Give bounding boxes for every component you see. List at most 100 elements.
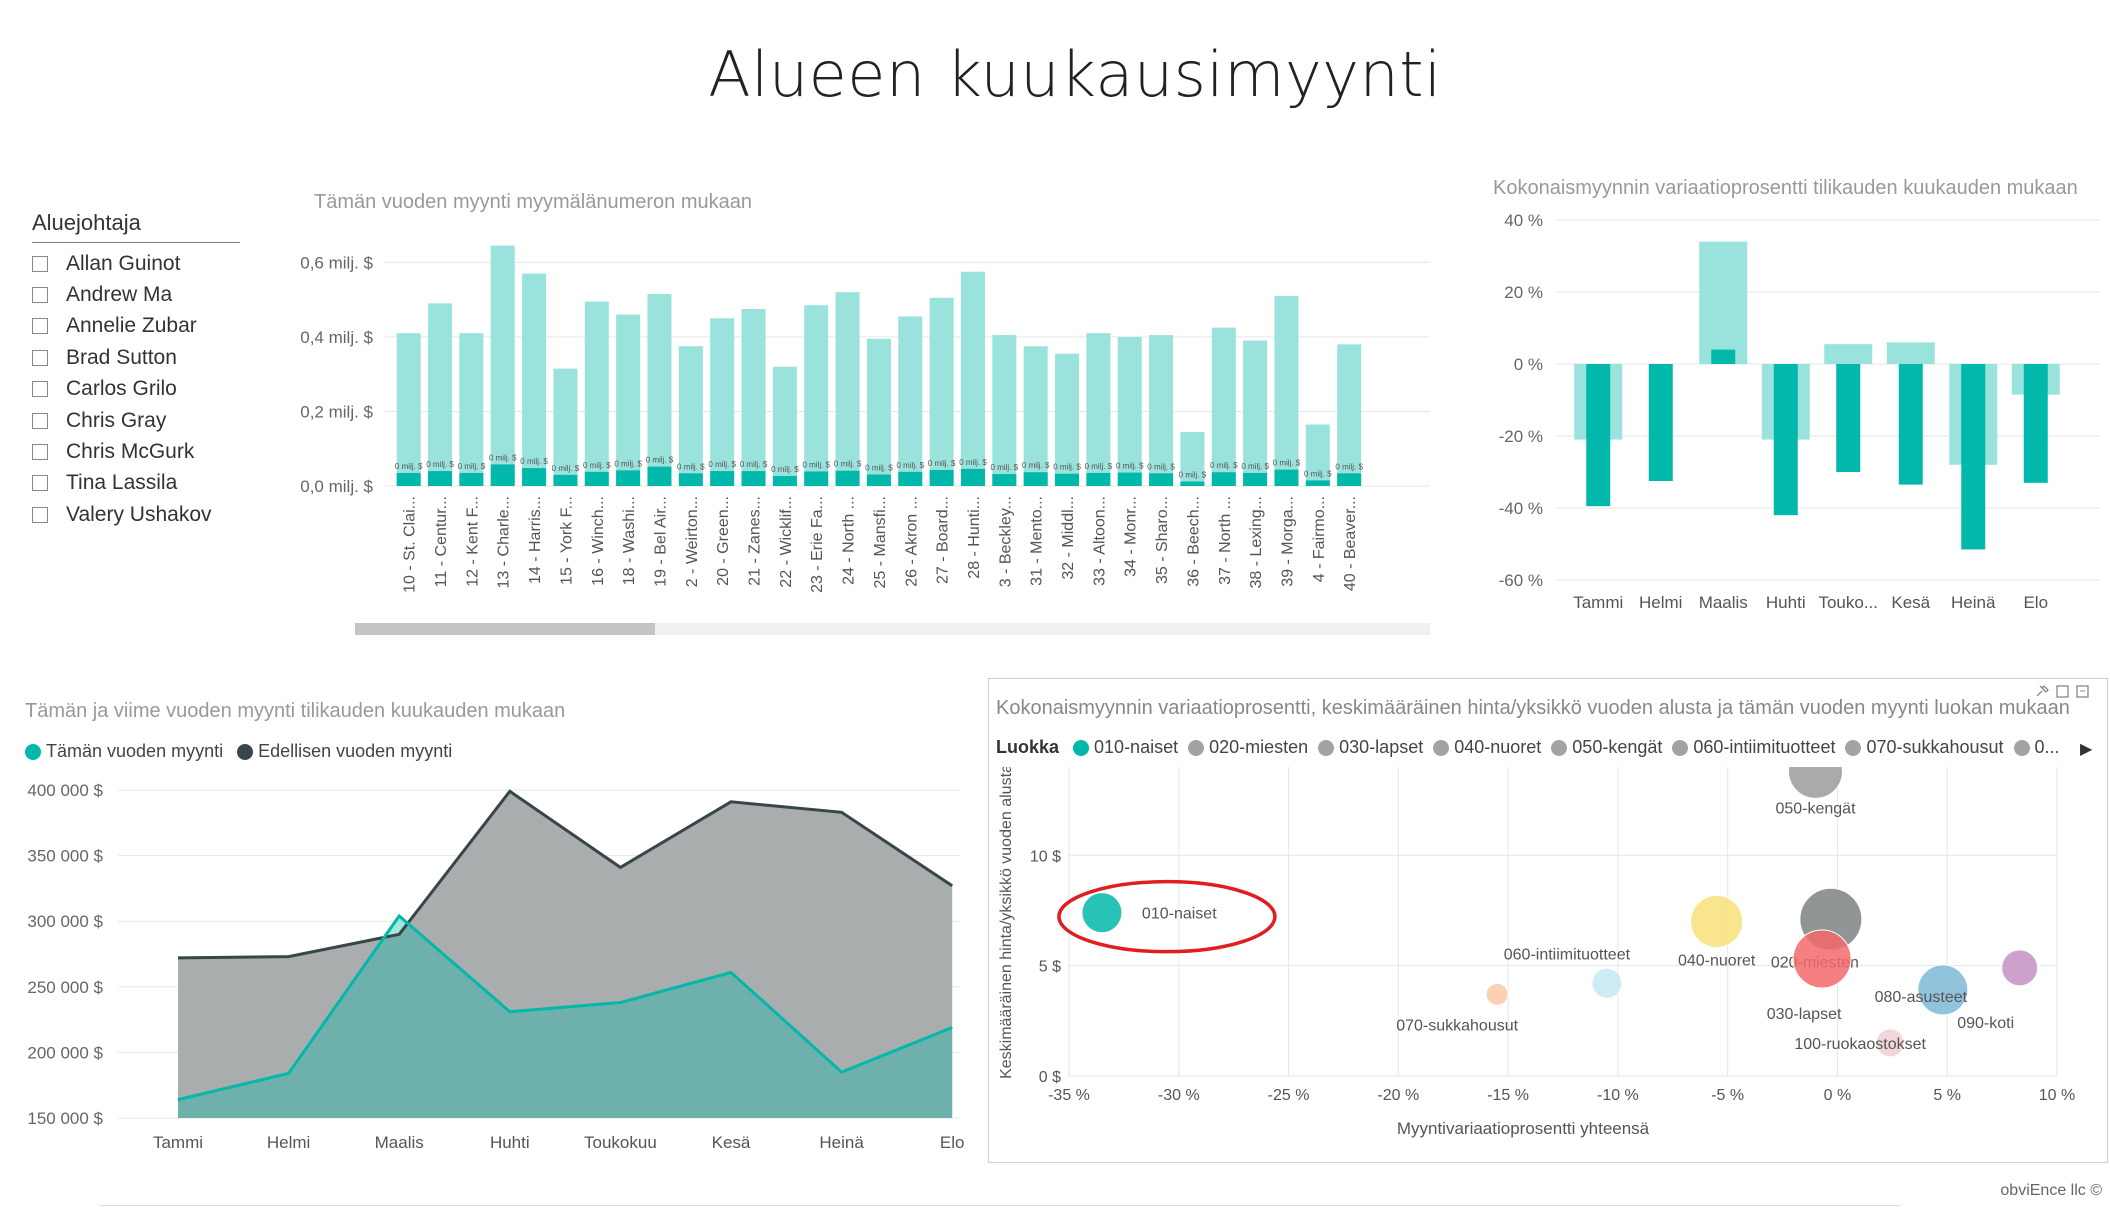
- bar-this-year[interactable]: [772, 475, 797, 486]
- bar-this-year[interactable]: [866, 474, 891, 486]
- bar-total[interactable]: [1337, 344, 1362, 486]
- bar-this-year[interactable]: [1086, 472, 1111, 486]
- bar-this-year[interactable]: [1117, 472, 1142, 486]
- bar-total[interactable]: [1023, 346, 1048, 486]
- bar-total[interactable]: [584, 301, 609, 487]
- checkbox-icon[interactable]: [32, 318, 48, 335]
- slicer-item[interactable]: Chris Gray: [32, 405, 242, 436]
- bar-total[interactable]: [772, 366, 797, 486]
- scatter-legend-entry[interactable]: 050-kengät: [1551, 737, 1662, 758]
- scatter-legend-entry[interactable]: 030-lapset: [1318, 737, 1423, 758]
- bar-this-year[interactable]: [1211, 472, 1236, 486]
- bar-this-year[interactable]: [459, 472, 484, 486]
- scatter-legend-entry[interactable]: 070-sukkahousut: [1845, 737, 2004, 758]
- bar-total[interactable]: [1274, 295, 1299, 486]
- checkbox-icon[interactable]: [32, 412, 48, 429]
- bar-total[interactable]: [835, 292, 860, 486]
- focus-mode-icon[interactable]: [2056, 685, 2069, 698]
- checkbox-icon[interactable]: [32, 255, 48, 272]
- checkbox-icon[interactable]: [32, 475, 48, 492]
- scatter-bubble[interactable]: [1081, 892, 1123, 934]
- bar-total[interactable]: [1305, 424, 1330, 487]
- bar-total[interactable]: [710, 318, 735, 486]
- bar-total[interactable]: [1149, 335, 1174, 486]
- bar-total[interactable]: [1243, 340, 1268, 486]
- pin-icon[interactable]: [2036, 685, 2049, 697]
- bar-this-year[interactable]: [1023, 472, 1048, 486]
- bar-this-year[interactable]: [992, 474, 1017, 486]
- bar-total[interactable]: [1211, 327, 1236, 486]
- bar-this-year[interactable]: [584, 471, 609, 486]
- bar-this-year[interactable]: [835, 470, 860, 486]
- bar-this-year[interactable]: [1180, 481, 1205, 486]
- scatter-legend-entry[interactable]: 0...: [2013, 737, 2060, 758]
- bar-total[interactable]: [459, 333, 484, 486]
- bar-total[interactable]: [898, 316, 923, 486]
- bar-variance[interactable]: [1648, 364, 1673, 481]
- bar-total[interactable]: [396, 333, 421, 486]
- scatter-bubble[interactable]: [1917, 964, 1969, 1016]
- bar-total[interactable]: [929, 297, 954, 486]
- checkbox-icon[interactable]: [32, 381, 48, 398]
- this-year-area[interactable]: [178, 915, 953, 1118]
- bar-variance[interactable]: [1836, 364, 1861, 472]
- bar-total[interactable]: [1086, 333, 1111, 486]
- bar-this-year[interactable]: [929, 469, 954, 486]
- scatter-bubble[interactable]: [1792, 929, 1852, 989]
- slicer-item[interactable]: Brad Sutton: [32, 342, 242, 373]
- bar-this-year[interactable]: [647, 466, 672, 486]
- checkbox-icon[interactable]: [32, 287, 48, 304]
- last-year-line[interactable]: [177, 789, 954, 960]
- bar-total[interactable]: [647, 294, 672, 486]
- slicer-item[interactable]: Andrew Ma: [32, 279, 242, 310]
- bar-total[interactable]: [1117, 336, 1142, 486]
- scatter-bubble[interactable]: [1875, 1028, 1905, 1058]
- bar-variance[interactable]: [1961, 364, 1986, 550]
- bar-total[interactable]: [678, 346, 703, 486]
- slicer-item[interactable]: Tina Lassila: [32, 468, 242, 499]
- bar-total[interactable]: [741, 308, 766, 486]
- bar-total[interactable]: [490, 245, 515, 486]
- scatter-bubble[interactable]: [1690, 895, 1744, 948]
- bar-this-year[interactable]: [1055, 473, 1080, 486]
- bar-variance[interactable]: [1898, 364, 1923, 485]
- bar-this-year[interactable]: [678, 473, 703, 486]
- bar-this-year[interactable]: [1305, 480, 1330, 486]
- bar-total[interactable]: [522, 273, 547, 486]
- bar-variance[interactable]: [2023, 364, 2048, 483]
- bar-this-year[interactable]: [1149, 473, 1174, 486]
- bar-variance[interactable]: [1773, 364, 1798, 516]
- bar-this-year[interactable]: [1243, 472, 1268, 486]
- bar-this-year[interactable]: [898, 471, 923, 486]
- scatter-chart-panel[interactable]: Kokonaismyynnin variaatioprosentti, kesk…: [988, 678, 2108, 1163]
- bar-variance[interactable]: [1711, 349, 1736, 364]
- bar-this-year[interactable]: [522, 468, 547, 486]
- bar-total[interactable]: [1180, 431, 1205, 486]
- slicer-item[interactable]: Chris McGurk: [32, 436, 242, 467]
- bar-this-year[interactable]: [1274, 469, 1299, 486]
- bar-this-year[interactable]: [616, 470, 641, 486]
- bar-total[interactable]: [804, 305, 829, 486]
- scatter-legend-entry[interactable]: 010-naiset: [1073, 737, 1178, 758]
- slicer-item[interactable]: Annelie Zubar: [32, 311, 242, 342]
- scatter-bubble[interactable]: [1485, 982, 1509, 1006]
- legend-last-year[interactable]: Edellisen vuoden myynti: [237, 741, 452, 762]
- bar-total[interactable]: [1055, 353, 1080, 486]
- bar-this-year[interactable]: [804, 471, 829, 486]
- bar-this-year[interactable]: [960, 468, 985, 486]
- slicer-item[interactable]: Allan Guinot: [32, 248, 242, 279]
- bar-variance[interactable]: [1586, 364, 1611, 507]
- legend-this-year[interactable]: Tämän vuoden myynti: [25, 741, 223, 762]
- bar-this-year[interactable]: [1337, 473, 1362, 486]
- bar-total-variance[interactable]: [1886, 342, 1935, 364]
- bar-total[interactable]: [960, 271, 985, 486]
- bar-total[interactable]: [992, 335, 1017, 486]
- slicer-item[interactable]: Valery Ushakov: [32, 499, 242, 530]
- this-year-line[interactable]: [177, 913, 953, 1102]
- last-year-area[interactable]: [178, 791, 953, 1118]
- bar-total[interactable]: [616, 314, 641, 486]
- scrollbar-thumb[interactable]: [355, 623, 655, 635]
- scatter-legend-entry[interactable]: 020-miesten: [1188, 737, 1308, 758]
- bar-this-year[interactable]: [490, 464, 515, 486]
- bar-total[interactable]: [866, 338, 891, 486]
